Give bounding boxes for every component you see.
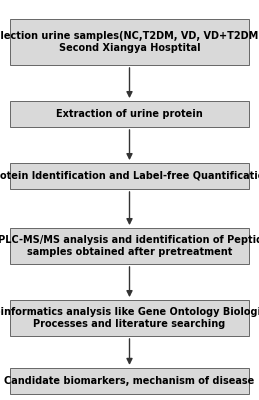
FancyBboxPatch shape [10,101,249,127]
FancyBboxPatch shape [10,300,249,336]
FancyBboxPatch shape [10,368,249,394]
Text: HPLC-MS/MS analysis and identification of Peptide
samples obtained after pretrea: HPLC-MS/MS analysis and identification o… [0,235,259,257]
FancyBboxPatch shape [10,163,249,189]
Text: Candidate biomarkers, mechanism of disease: Candidate biomarkers, mechanism of disea… [4,376,255,386]
Text: Extraction of urine protein: Extraction of urine protein [56,109,203,119]
FancyBboxPatch shape [10,228,249,264]
FancyBboxPatch shape [10,19,249,65]
Text: Bioinformatics analysis like Gene Ontology Biological
Processes and literature s: Bioinformatics analysis like Gene Ontolo… [0,307,259,329]
Text: Protein Identification and Label-free Quantification: Protein Identification and Label-free Qu… [0,171,259,181]
Text: Collection urine samples(NC,T2DM, VD, VD+T2DM) in
Second Xiangya Hosptital: Collection urine samples(NC,T2DM, VD, VD… [0,31,259,53]
